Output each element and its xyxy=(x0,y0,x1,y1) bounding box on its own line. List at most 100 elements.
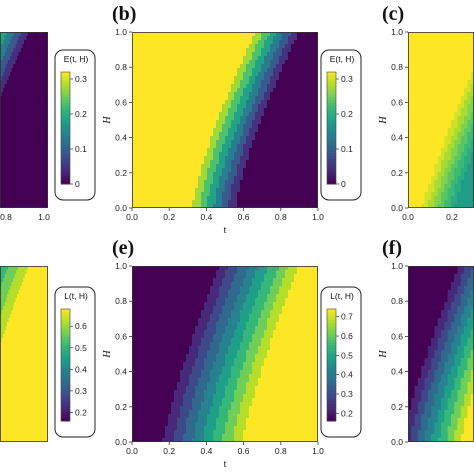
heatmap-b-cell xyxy=(165,48,169,53)
heatmap-b-cell xyxy=(234,60,238,65)
heatmap-a-cell xyxy=(6,148,9,153)
heatmap-a-cell xyxy=(44,80,46,85)
heatmap-a-cell xyxy=(27,104,30,109)
heatmap-b-cell xyxy=(198,140,202,145)
heatmap-a-cell xyxy=(31,152,34,157)
heatmap-b-cell xyxy=(231,112,235,117)
heatmap-b-cell xyxy=(306,116,310,121)
heatmap-a-cell xyxy=(45,172,48,177)
heatmap-a-cell xyxy=(20,156,23,161)
heatmap-b-cell xyxy=(216,124,220,129)
heatmap-a-cell xyxy=(41,100,43,105)
heatmap-b-cell xyxy=(300,64,304,69)
heatmap-a-cell xyxy=(31,68,34,73)
heatmap-b-cell xyxy=(156,164,160,169)
heatmap-b-cell xyxy=(243,88,247,93)
heatmap-b-cell xyxy=(159,164,163,169)
heatmap-a-cell xyxy=(1,136,3,141)
heatmap-a-cell xyxy=(43,48,45,53)
heatmap-b-cell xyxy=(264,132,268,137)
heatmap-a-cell xyxy=(3,172,5,177)
heatmap-b-cell xyxy=(288,64,292,69)
heatmap-a-cell xyxy=(14,132,17,137)
heatmap-a-cell xyxy=(6,132,8,137)
heatmap-b-cell xyxy=(231,152,235,157)
heatmap-a-cell xyxy=(6,132,9,137)
heatmap-b-cell xyxy=(183,148,187,153)
heatmap-a-cell xyxy=(10,92,13,97)
heatmap-a-cell xyxy=(15,116,17,121)
heatmap-b-cell xyxy=(234,144,238,149)
heatmap-b-cell xyxy=(171,112,175,117)
heatmap-a-cell xyxy=(10,116,12,121)
heatmap-a-cell xyxy=(32,60,34,65)
heatmap-a-cell xyxy=(30,140,33,145)
heatmap-a-cell xyxy=(3,64,6,69)
heatmap-b-cell xyxy=(225,36,229,41)
heatmap-b-cell xyxy=(231,108,235,113)
heatmap-a-cell xyxy=(43,92,45,97)
heatmap-a-cell xyxy=(7,120,10,125)
heatmap-a-cell xyxy=(16,52,18,57)
heatmap-a-cell xyxy=(13,72,15,77)
heatmap-a-cell xyxy=(36,132,38,137)
heatmap-a-cell xyxy=(34,84,37,89)
heatmap-a-cell xyxy=(35,104,37,109)
heatmap-a-cell xyxy=(24,72,27,77)
heatmap-a-cell xyxy=(1,144,3,149)
heatmap-a-cell xyxy=(18,96,20,101)
heatmap-a-cell xyxy=(7,140,10,145)
heatmap-b-cell xyxy=(183,116,187,121)
heatmap-a-cell xyxy=(10,168,13,173)
heatmap-b-cell xyxy=(177,168,181,173)
heatmap-b-cell xyxy=(282,100,286,105)
heatmap-a-cell xyxy=(6,180,9,185)
heatmap-a-cell xyxy=(20,156,22,161)
heatmap-b-cell xyxy=(279,164,283,169)
heatmap-b-cell xyxy=(210,116,214,121)
heatmap-a-cell xyxy=(3,116,5,121)
heatmap-a-cell xyxy=(31,112,34,117)
heatmap-b-cell xyxy=(153,116,157,121)
heatmap-b-cell xyxy=(147,32,151,37)
heatmap-b-cell xyxy=(219,148,223,153)
heatmap-b-cell xyxy=(249,152,253,157)
heatmap-b-cell xyxy=(183,100,187,105)
heatmap-b-cell xyxy=(246,40,250,45)
heatmap-a-cell xyxy=(4,144,7,149)
heatmap-a-cell xyxy=(41,36,44,41)
heatmap-b-cell xyxy=(243,84,247,89)
heatmap-a-cell xyxy=(19,128,21,133)
heatmap-a-cell xyxy=(20,80,22,85)
heatmap-a-cell xyxy=(10,144,13,149)
heatmap-b-cell xyxy=(135,116,139,121)
heatmap-b-cell xyxy=(135,160,139,165)
heatmap-a-cell xyxy=(20,104,23,109)
heatmap-a-cell xyxy=(44,132,47,137)
heatmap-a-cell xyxy=(3,184,5,189)
heatmap-b-cell xyxy=(159,56,163,61)
heatmap-a-cell xyxy=(17,204,19,208)
heatmap-b-cell xyxy=(243,172,247,177)
heatmap-a-cell xyxy=(24,72,26,77)
heatmap-a-cell xyxy=(34,124,37,129)
heatmap-a-cell xyxy=(35,156,37,161)
heatmap-a-cell xyxy=(29,120,31,125)
heatmap-a-cell xyxy=(11,116,13,121)
heatmap-b-cell xyxy=(198,32,202,37)
heatmap-b-cell xyxy=(174,44,178,49)
heatmap-a-cell xyxy=(27,112,29,117)
heatmap-b-cell xyxy=(273,120,277,125)
heatmap-b-cell xyxy=(174,72,178,77)
heatmap-b-cell xyxy=(168,52,172,57)
heatmap-a-cell xyxy=(40,128,42,133)
heatmap-a-cell xyxy=(38,184,41,189)
heatmap-a-cell xyxy=(8,144,10,149)
heatmap-b-cell xyxy=(309,96,313,101)
heatmap-b-cell xyxy=(267,84,271,89)
heatmap-b-cell xyxy=(207,80,211,85)
heatmap-a-cell xyxy=(14,104,17,109)
heatmap-a-cell xyxy=(14,48,17,53)
heatmap-a-cell xyxy=(20,92,23,97)
heatmap-b-cell xyxy=(222,160,226,165)
